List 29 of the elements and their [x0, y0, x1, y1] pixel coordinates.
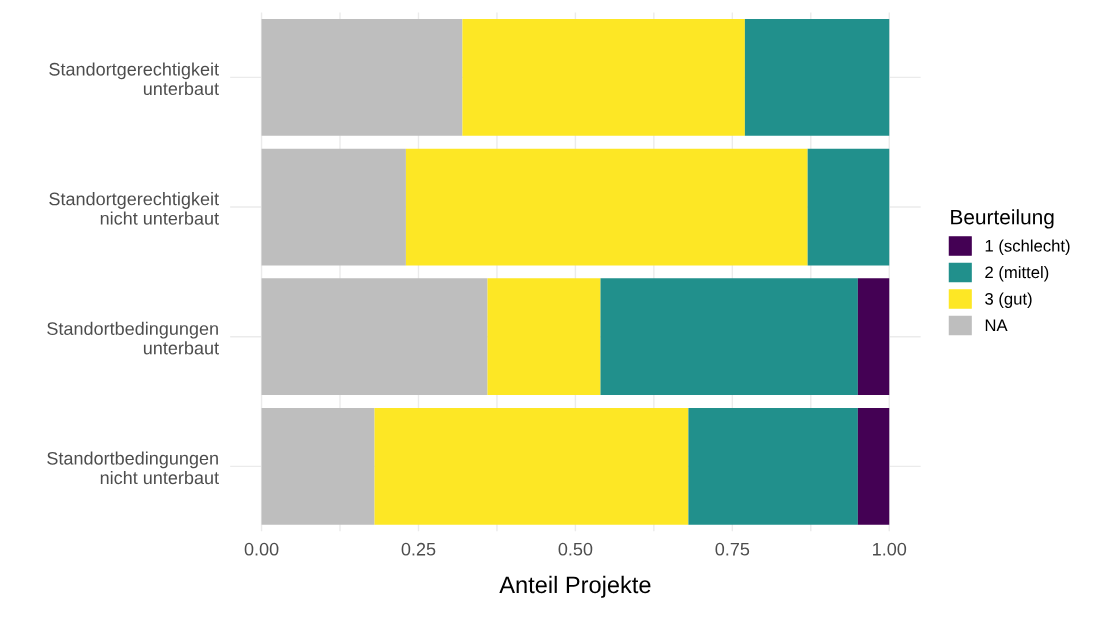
legend-label: 1 (schlecht) — [985, 239, 1070, 256]
legend-label: 2 (mittel) — [985, 266, 1049, 282]
bar — [261, 408, 375, 525]
y-tick-label: Standortgerechtigkeit nicht unterbaut — [49, 192, 219, 225]
bar — [261, 278, 488, 396]
legend-title: Beurteilung — [951, 209, 1054, 229]
bar — [374, 408, 689, 525]
bar — [405, 148, 808, 266]
bar — [487, 278, 601, 396]
legend-label: NA — [985, 319, 1008, 332]
x-tick-label: 0.00 — [244, 542, 279, 556]
bar — [261, 148, 406, 266]
bar — [688, 408, 858, 525]
legend-label: 3 (gut) — [985, 292, 1032, 309]
y-tick-label: Standortgerechtigkeit unterbaut — [49, 62, 219, 96]
x-tick-label: 1.00 — [873, 542, 907, 556]
bar — [744, 18, 890, 136]
bar — [857, 408, 890, 525]
x-tick-label: 0.50 — [558, 542, 593, 556]
x-axis-title: Anteil Projekte — [499, 575, 651, 598]
bar — [261, 18, 463, 136]
y-tick-label: Standortbedingungen unterbaut — [47, 321, 219, 355]
y-tick-label: Standortbedingungen nicht unterbaut — [47, 451, 219, 485]
bar — [462, 18, 745, 136]
x-tick-label: 0.75 — [715, 542, 750, 556]
bar — [600, 278, 858, 396]
bar — [807, 148, 890, 266]
x-tick-label: 0.25 — [401, 542, 436, 556]
bar — [857, 278, 890, 396]
